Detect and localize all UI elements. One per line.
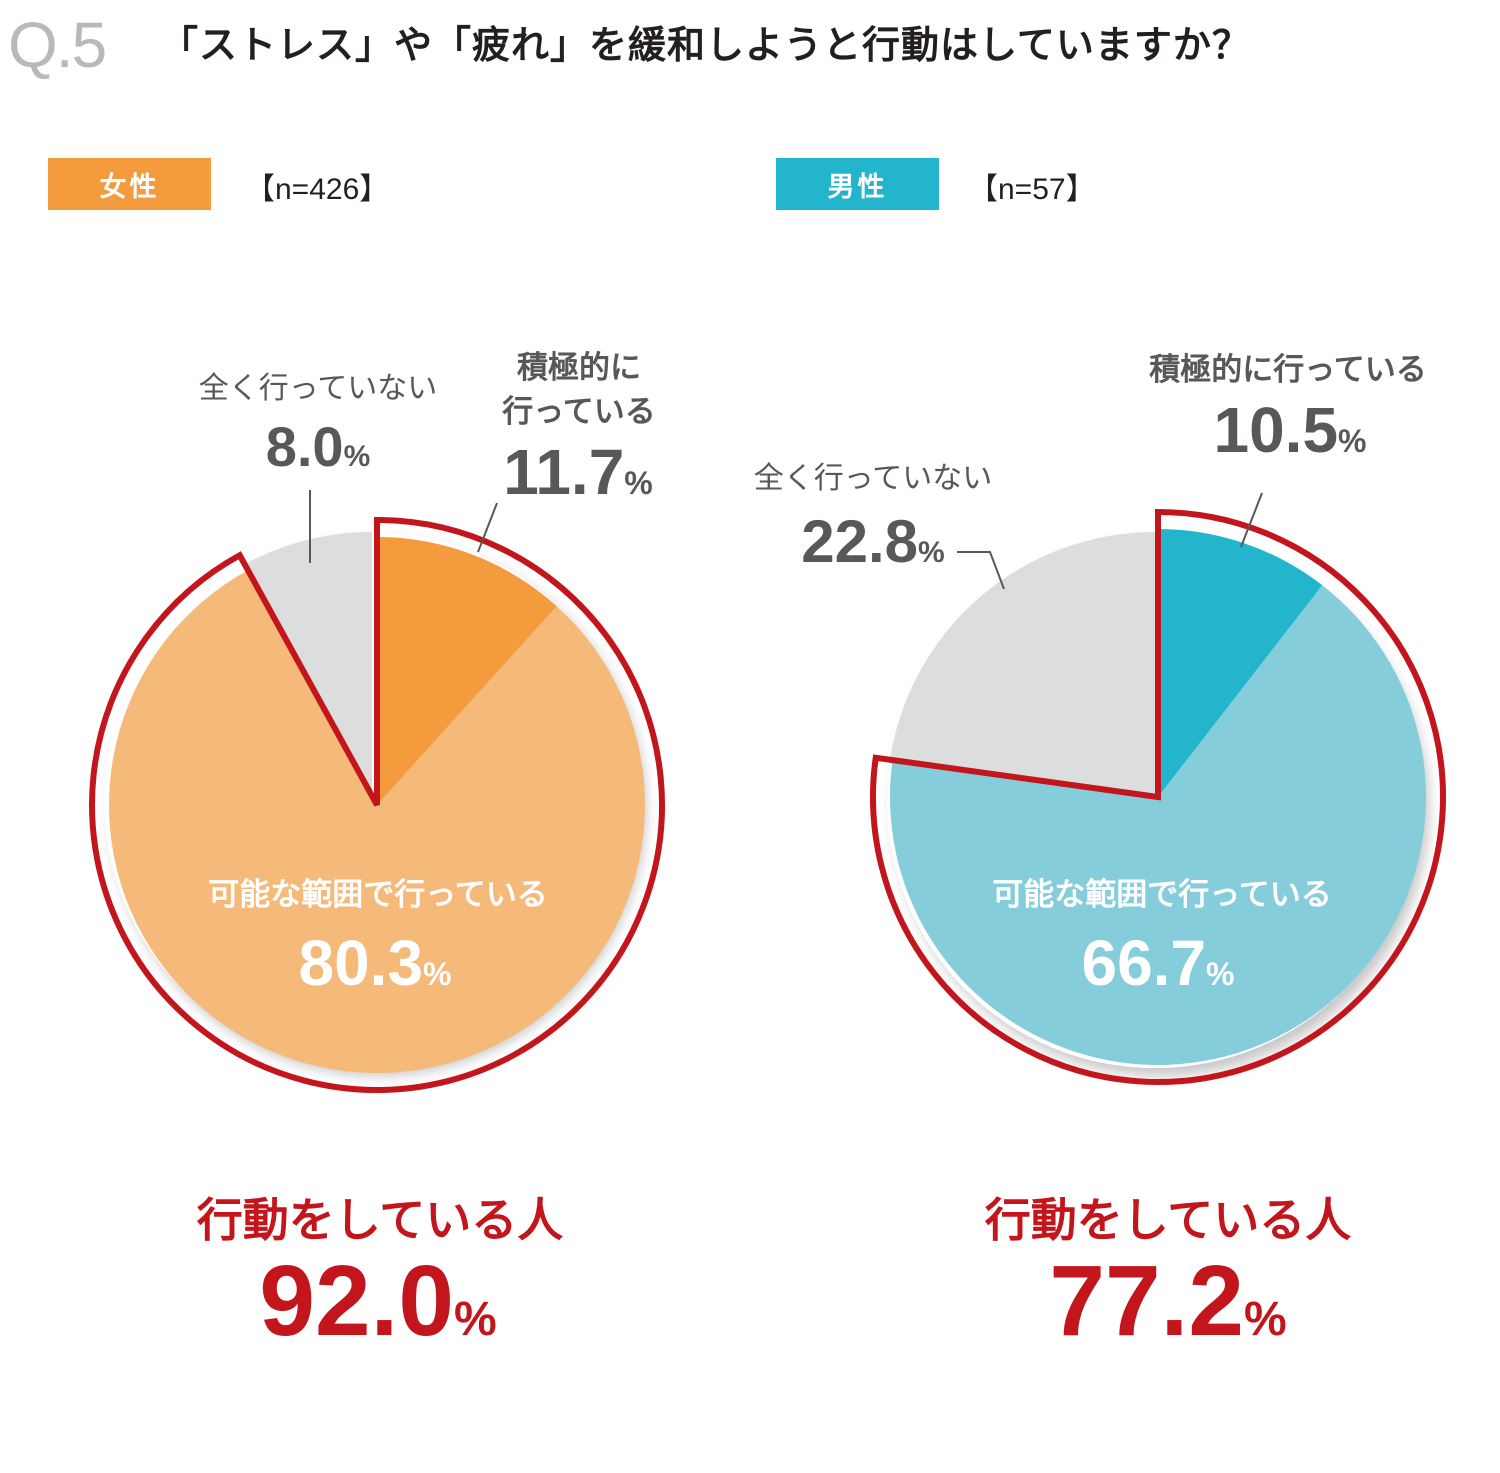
female-sample-size: 【n=426】 <box>245 173 390 206</box>
male-pie <box>870 508 1446 1085</box>
female-active-label-line2: 行っている <box>501 394 655 430</box>
female-none-label: 全く行っていない <box>199 371 438 406</box>
male-slice-active <box>1158 529 1323 797</box>
female-summary-label: 行動をしている人 <box>197 1193 564 1247</box>
male-none-value: 22.8% <box>801 508 944 575</box>
male-highlight-outline <box>870 508 1446 1085</box>
male-none-leader <box>957 551 1005 590</box>
male-slice-none <box>889 532 1155 800</box>
male-active-leader <box>1240 492 1263 548</box>
female-partial-value: 80.3% <box>298 927 451 999</box>
female-summary-value: 92.0% <box>259 1245 496 1357</box>
female-slice-active <box>377 537 557 805</box>
female-slice-partial <box>108 570 645 1074</box>
female-none-value: 8.0% <box>266 415 371 478</box>
male-summary-label: 行動をしている人 <box>985 1193 1352 1247</box>
male-badge: 男性 <box>776 158 939 210</box>
male-partial-label: 可能な範囲で行っている <box>992 877 1331 913</box>
male-active-label: 積極的に行っている <box>1149 352 1426 388</box>
male-partial-value: 66.7% <box>1081 927 1234 999</box>
female-badge: 女性 <box>48 158 211 210</box>
female-active-label-line1: 積極的に <box>517 350 641 386</box>
male-summary-value: 77.2% <box>1049 1245 1286 1357</box>
female-partial-label: 可能な範囲で行っている <box>208 877 547 913</box>
female-active-leader <box>477 502 498 553</box>
female-highlight-outline <box>89 516 665 1093</box>
male-none-label: 全く行っていない <box>754 461 993 496</box>
female-pie <box>89 516 665 1093</box>
female-active-value: 11.7% <box>503 436 652 508</box>
male-active-value: 10.5% <box>1213 394 1366 466</box>
male-sample-size: 【n=57】 <box>968 173 1096 206</box>
male-slice-partial <box>890 585 1427 1066</box>
question-title: 「ストレス」や「疲れ」を緩和しようと行動はしていますか？ <box>160 23 1251 67</box>
question-number: Q.5 <box>8 9 107 81</box>
